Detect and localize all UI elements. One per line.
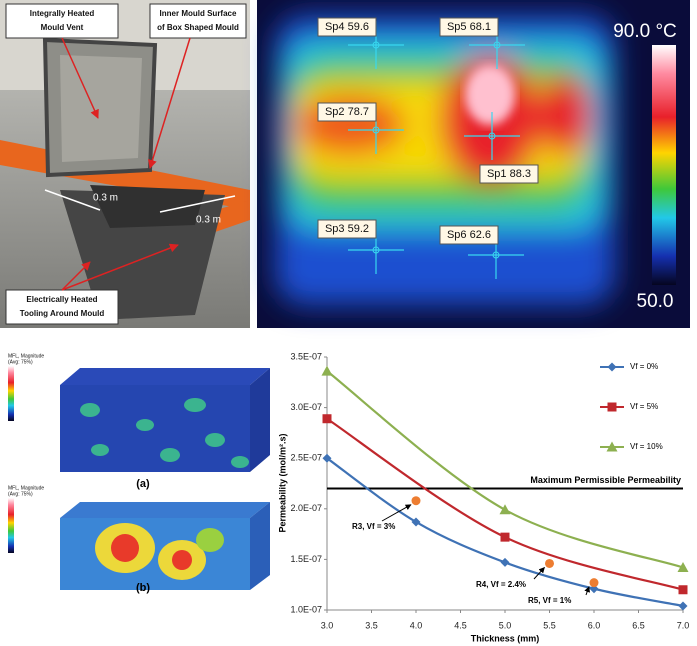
fe-legend-subtitle: (Avg: 75%) xyxy=(8,359,33,365)
legend-marker xyxy=(607,362,617,372)
photo-label: Electrically Heated xyxy=(26,295,97,304)
y-tick-label: 2.5E-07 xyxy=(290,453,322,463)
y-tick-label: 1.0E-07 xyxy=(290,604,322,614)
panel-label: (a) xyxy=(136,478,150,490)
x-tick-label: 6.0 xyxy=(588,620,601,630)
legend-marker xyxy=(606,441,618,452)
marker xyxy=(500,532,510,542)
dimension-label: 0.3 m xyxy=(196,215,221,226)
spot-box xyxy=(479,164,539,184)
scale-max: 90.0 °C xyxy=(613,21,677,42)
x-tick-label: 3.5 xyxy=(365,620,378,630)
x-axis-title: Thickness (mm) xyxy=(471,633,540,643)
photo-label: of Box Shaped Mould xyxy=(157,23,239,32)
annotation-label: R3, Vf = 3% xyxy=(352,522,395,531)
x-tick-label: 3.0 xyxy=(321,620,334,630)
marker xyxy=(322,414,332,424)
crosshair xyxy=(372,126,380,134)
marker xyxy=(678,601,688,611)
photo-label: Tooling Around Mould xyxy=(20,309,105,318)
marker xyxy=(411,517,421,527)
marker xyxy=(499,504,511,515)
spot-box xyxy=(439,17,499,37)
annotation-arrow xyxy=(533,567,545,580)
chart: Thickness (mm) Permeability (mol/m².s) 1… xyxy=(277,351,689,643)
y-tick-label: 3.0E-07 xyxy=(290,402,322,412)
photo-labels: Integrally Heated Mould Vent Inner Mould… xyxy=(5,3,247,325)
annotation-arrow xyxy=(584,586,590,596)
annotation-point xyxy=(411,496,421,506)
annotation-label: R5, Vf = 1% xyxy=(528,596,571,605)
spot-label: Sp1 88.3 xyxy=(487,168,531,180)
x-tick-label: 5.0 xyxy=(499,620,512,630)
marker xyxy=(500,557,510,567)
reference-label: Maximum Permissible Permeability xyxy=(530,475,681,485)
photo-label: Inner Mould Surface xyxy=(160,9,237,18)
y-tick-label: 1.5E-07 xyxy=(290,554,322,564)
spot-label: Sp2 78.7 xyxy=(325,106,369,118)
marker xyxy=(322,453,332,463)
annotation-label: R4, Vf = 2.4% xyxy=(476,580,526,589)
x-tick-label: 5.5 xyxy=(543,620,556,630)
y-tick-label: 2.0E-07 xyxy=(290,503,322,513)
fe-legend-title: MFL, Magnitude xyxy=(8,485,44,491)
marker xyxy=(321,365,333,376)
legend-label: Vf = 5% xyxy=(630,402,658,411)
spot-box xyxy=(317,17,377,37)
spot-label: Sp5 68.1 xyxy=(447,21,491,33)
x-tick-label: 4.5 xyxy=(454,620,467,630)
x-tick-label: 6.5 xyxy=(632,620,645,630)
spot-box xyxy=(317,219,377,239)
spot-box xyxy=(439,225,499,245)
x-tick-label: 7.0 xyxy=(677,620,690,630)
photo-label: Integrally Heated xyxy=(30,9,95,18)
panel-label: (b) xyxy=(136,582,150,594)
crosshair xyxy=(492,251,500,259)
annotation-point xyxy=(589,578,599,588)
x-tick-label: 4.0 xyxy=(410,620,423,630)
spot-label: Sp4 59.6 xyxy=(325,21,369,33)
spot-label: Sp6 62.6 xyxy=(447,229,491,241)
spot-box xyxy=(317,102,377,122)
crosshair xyxy=(493,41,501,49)
y-axis-title: Permeability (mol/m².s) xyxy=(277,433,287,532)
crosshair xyxy=(372,41,380,49)
thermal-image: 90.0 °C 50.0 xyxy=(257,0,690,328)
thermal-spots: Sp4 59.6 Sp5 68.1 Sp2 78.7 Sp1 88.3 Sp3 59.2… xyxy=(317,17,539,279)
photo xyxy=(0,0,250,328)
y-tick-label: 3.5E-07 xyxy=(290,351,322,361)
annotation-arrow xyxy=(381,504,412,522)
annotation-point xyxy=(545,558,554,568)
marker xyxy=(677,561,689,572)
crosshair xyxy=(488,132,496,140)
legend-label: Vf = 10% xyxy=(630,442,663,451)
spot-label: Sp3 59.2 xyxy=(325,223,369,235)
legend-marker xyxy=(607,402,617,412)
fe-images: MFL, Magnitude (Avg: 75%) MFL, Magnitude… xyxy=(8,353,270,594)
crosshair xyxy=(372,246,380,254)
fe-legend-subtitle: (Avg: 75%) xyxy=(8,491,33,497)
dimension-label: 0.3 m xyxy=(93,193,118,204)
legend-label: Vf = 0% xyxy=(630,362,658,371)
marker xyxy=(678,585,688,595)
fe-legend-title: MFL, Magnitude xyxy=(8,353,44,359)
photo-label: Mould Vent xyxy=(41,23,84,32)
scale-min: 50.0 xyxy=(637,291,674,312)
